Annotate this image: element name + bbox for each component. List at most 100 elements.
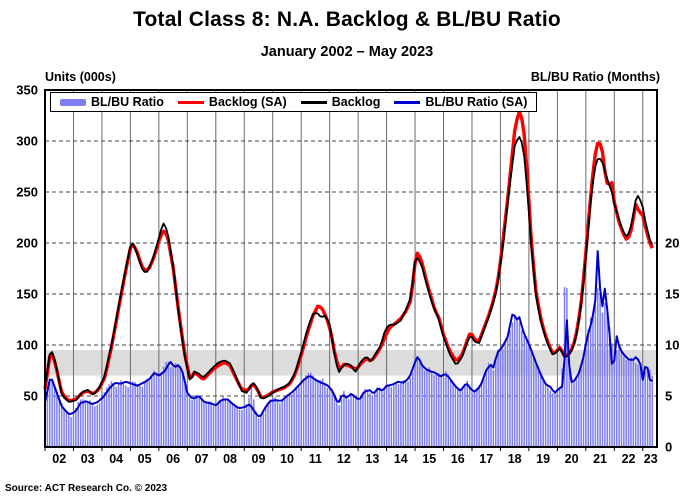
legend-item-blbu-ratio: BL/BU Ratio bbox=[60, 95, 164, 109]
blbu-ratio-bar bbox=[592, 313, 594, 447]
blbu-ratio-bar bbox=[497, 349, 499, 447]
blbu-ratio-bar bbox=[442, 375, 445, 447]
blbu-ratio-bar bbox=[96, 405, 98, 447]
legend: BL/BU Ratio Backlog (SA) Backlog BL/BU R… bbox=[50, 92, 538, 112]
blbu-ratio-bar bbox=[540, 376, 542, 447]
blbu-ratio-bar bbox=[231, 403, 234, 447]
blbu-ratio-bar bbox=[158, 377, 160, 447]
blbu-ratio-bar bbox=[395, 382, 397, 447]
blbu-ratio-bar bbox=[181, 375, 184, 447]
blbu-ratio-bar bbox=[499, 350, 502, 447]
blbu-ratio-bar bbox=[578, 372, 580, 447]
legend-label: Backlog (SA) bbox=[208, 95, 287, 109]
blbu-ratio-bar bbox=[300, 381, 302, 447]
blbu-ratio-bar bbox=[639, 366, 642, 447]
blbu-ratio-bar bbox=[255, 411, 257, 447]
blbu-ratio-bar bbox=[400, 383, 402, 447]
source-note: Source: ACT Research Co. © 2023 bbox=[5, 483, 168, 494]
blbu-ratio-bar bbox=[369, 393, 371, 447]
blbu-ratio-bar bbox=[146, 378, 148, 447]
blbu-ratio-bar bbox=[174, 363, 177, 447]
blbu-ratio-bar bbox=[490, 365, 492, 447]
blbu-ratio-bar bbox=[390, 387, 393, 447]
blbu-ratio-bar bbox=[428, 367, 431, 447]
blbu-ratio-bar bbox=[148, 380, 151, 447]
blbu-ratio-bar bbox=[544, 383, 547, 447]
blbu-ratio-bar bbox=[134, 382, 136, 447]
blbu-ratio-bar bbox=[110, 381, 113, 447]
left-axis-title: Units (000s) bbox=[45, 70, 116, 84]
legend-red-line-swatch-icon bbox=[177, 100, 204, 104]
legend-bar-swatch-icon bbox=[60, 98, 86, 106]
chart-title: Total Class 8: N.A. Backlog & BL/BU Rati… bbox=[133, 8, 561, 31]
x-axis-tick-label: 17 bbox=[479, 452, 493, 466]
blbu-ratio-bar bbox=[186, 391, 189, 447]
blbu-ratio-bar bbox=[523, 335, 525, 447]
left-axis-tick-label: 50 bbox=[24, 389, 38, 404]
blbu-ratio-bar bbox=[82, 399, 84, 447]
legend-label: BL/BU Ratio (SA) bbox=[425, 95, 528, 109]
blbu-ratio-bar bbox=[179, 367, 182, 447]
x-axis-tick-label: 16 bbox=[451, 452, 465, 466]
x-axis-tick-label: 07 bbox=[195, 452, 209, 466]
x-axis-tick-label: 23 bbox=[644, 452, 658, 466]
blbu-ratio-bar bbox=[561, 368, 563, 447]
blbu-ratio-bar bbox=[615, 350, 618, 447]
blbu-ratio-bar bbox=[525, 338, 528, 447]
blbu-ratio-bar bbox=[421, 366, 423, 447]
x-axis-tick-label: 21 bbox=[593, 452, 607, 466]
blbu-ratio-bar bbox=[198, 396, 200, 447]
blbu-ratio-bar bbox=[530, 351, 533, 447]
blbu-ratio-bar bbox=[627, 359, 630, 447]
blbu-ratio-bar bbox=[70, 417, 72, 447]
blbu-ratio-bar bbox=[381, 392, 383, 447]
blbu-ratio-bar bbox=[245, 404, 248, 447]
right-axis-tick-label: 20 bbox=[665, 236, 679, 251]
right-axis-tick-label: 15 bbox=[665, 287, 679, 302]
right-axis-tick-label: 5 bbox=[665, 389, 672, 404]
right-axis-tick-label: 10 bbox=[665, 338, 679, 353]
blbu-ratio-bar bbox=[649, 369, 651, 447]
series-blbu-ratio-sa-line bbox=[44, 250, 653, 418]
blbu-ratio-bar bbox=[559, 387, 561, 447]
blbu-ratio-bar bbox=[113, 383, 115, 447]
x-axis-tick-label: 06 bbox=[166, 452, 180, 466]
blbu-ratio-bar bbox=[243, 409, 246, 447]
blbu-ratio-bar bbox=[570, 377, 573, 447]
blbu-ratio-bar bbox=[193, 398, 196, 447]
blbu-ratio-bar bbox=[127, 387, 129, 447]
x-axis-tick-label: 10 bbox=[280, 452, 294, 466]
blbu-ratio-bar bbox=[618, 344, 620, 447]
blbu-ratio-bar bbox=[611, 343, 613, 447]
blbu-ratio-bar bbox=[75, 408, 77, 447]
blbu-ratio-bar bbox=[409, 377, 412, 447]
blbu-ratio-bar bbox=[319, 380, 321, 447]
blbu-ratio-bar bbox=[549, 390, 552, 447]
blbu-ratio-bar bbox=[260, 415, 262, 447]
blbu-ratio-bar bbox=[212, 405, 215, 447]
blbu-ratio-bar bbox=[298, 384, 300, 447]
blbu-ratio-bar bbox=[554, 392, 556, 447]
blbu-ratio-bar bbox=[177, 364, 179, 447]
blbu-ratio-bar bbox=[317, 381, 319, 447]
left-axis-tick-label: 350 bbox=[16, 83, 38, 98]
blbu-ratio-bar bbox=[468, 385, 471, 447]
blbu-ratio-bar bbox=[56, 393, 58, 447]
blbu-ratio-bar bbox=[632, 359, 635, 447]
legend-label: Backlog bbox=[331, 95, 381, 109]
blbu-ratio-bar bbox=[495, 358, 497, 447]
blbu-ratio-bar bbox=[587, 329, 590, 447]
left-axis-tick-label: 150 bbox=[16, 287, 38, 302]
blbu-ratio-bar bbox=[454, 384, 457, 447]
blbu-ratio-bar bbox=[461, 388, 464, 447]
blbu-ratio-bar bbox=[115, 386, 117, 447]
blbu-ratio-bar bbox=[103, 392, 106, 447]
blbu-ratio-bar bbox=[226, 401, 229, 447]
blbu-ratio-bar bbox=[485, 369, 488, 447]
blbu-ratio-bar bbox=[49, 378, 51, 447]
blbu-ratio-bar bbox=[357, 398, 359, 447]
left-axis-tick-label: 300 bbox=[16, 134, 38, 149]
blbu-ratio-bar bbox=[476, 388, 478, 447]
blbu-ratio-bar bbox=[568, 364, 571, 447]
blbu-ratio-bar bbox=[397, 384, 400, 447]
